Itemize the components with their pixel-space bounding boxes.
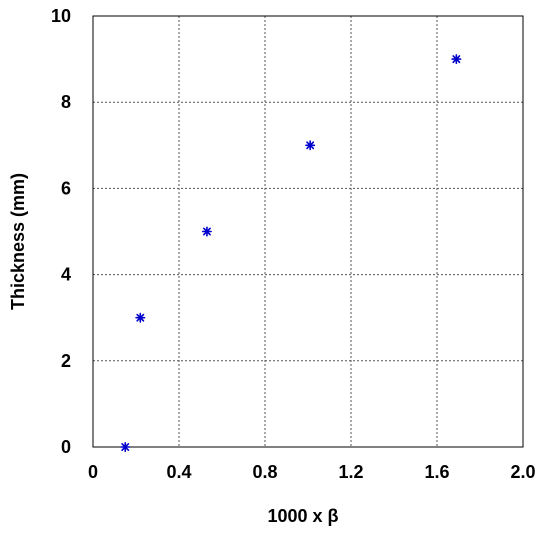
y-tick-label: 4	[61, 265, 71, 285]
data-point	[120, 441, 131, 453]
data-point	[305, 140, 316, 151]
x-axis-title: 1000 x β	[267, 506, 338, 526]
y-tick-label: 0	[61, 437, 71, 457]
grid-lines	[93, 16, 523, 447]
y-tick-label: 6	[61, 178, 71, 198]
x-tick-label: 0	[88, 462, 98, 482]
x-tick-label: 2.0	[510, 462, 535, 482]
x-axis-ticks: 0 0.4 0.8 1.2 1.6 2.0	[88, 462, 536, 482]
x-tick-label: 0.8	[252, 462, 277, 482]
data-point	[135, 312, 146, 323]
plot-area	[92, 15, 524, 448]
y-tick-label: 2	[61, 351, 71, 371]
y-tick-label: 8	[61, 92, 71, 112]
x-tick-label: 1.6	[424, 462, 449, 482]
data-point	[451, 54, 462, 65]
y-axis-title: Thickness (mm)	[8, 173, 28, 310]
y-axis-ticks: 0 2 4 6 8 10	[51, 6, 71, 457]
y-tick-label: 10	[51, 6, 71, 26]
data-points	[120, 54, 462, 453]
data-point	[201, 226, 212, 237]
x-tick-label: 1.2	[338, 462, 363, 482]
x-tick-label: 0.4	[166, 462, 191, 482]
